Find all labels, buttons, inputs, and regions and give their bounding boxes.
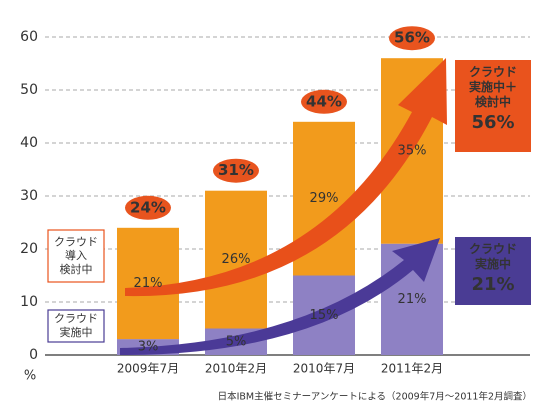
y-unit: % <box>24 369 36 384</box>
bar-segment <box>117 227 179 340</box>
purple-arrow <box>120 238 440 356</box>
x-tick-label: 2009年7月 <box>117 362 179 376</box>
x-tick-label: 2011年2月 <box>381 362 443 376</box>
legend-box <box>47 309 105 343</box>
value-label: 15% <box>310 308 339 323</box>
total-badge <box>213 158 259 183</box>
annotation-value: 21% <box>471 274 514 295</box>
total-label: 56% <box>394 29 430 47</box>
annotation-value: 56% <box>471 112 514 133</box>
annotation-box <box>455 237 531 305</box>
x-tick-label: 2010年2月 <box>205 362 267 376</box>
arrows <box>120 58 447 356</box>
value-label: 21% <box>398 292 427 307</box>
total-badge <box>389 26 435 51</box>
value-label: 26% <box>222 252 251 267</box>
y-tick-label: 0 <box>29 347 38 363</box>
bars <box>117 58 443 355</box>
total-badge <box>301 89 347 114</box>
value-label: 35% <box>398 143 427 158</box>
y-tick-label: 10 <box>20 294 38 310</box>
y-tick-label: 40 <box>20 135 38 151</box>
legend-label: クラウド導入検討中 <box>54 235 98 276</box>
value-label: 5% <box>226 334 247 349</box>
legend-box <box>47 229 105 283</box>
annotation-box <box>455 60 531 152</box>
y-tick-label: 50 <box>20 82 38 98</box>
annotation-text: クラウド実施中＋検討中 <box>469 65 517 109</box>
y-tick-label: 30 <box>20 188 38 204</box>
value-label: 3% <box>138 340 159 355</box>
x-tick-label: 2010年7月 <box>293 362 355 376</box>
total-label: 24% <box>130 198 166 216</box>
value-label: 21% <box>134 276 163 291</box>
source: 日本IBM主催セミナーアンケートによる（2009年7月～2011年2月調査） <box>218 391 532 403</box>
y-tick-label: 20 <box>20 241 38 257</box>
y-tick-label: 60 <box>20 29 38 45</box>
total-label: 31% <box>218 161 254 179</box>
total-badge <box>125 195 171 220</box>
labels: 3% 21% 24% 5% 26% 31% 15% 29% 44% 21% 35% 56% クラウド実施… <box>47 26 531 355</box>
total-label: 44% <box>306 92 342 110</box>
bar-segment <box>205 190 267 329</box>
value-label: 29% <box>310 191 339 206</box>
annotation-text: クラウド実施中 <box>469 242 517 271</box>
orange-arrow <box>125 58 447 297</box>
legend-label: クラウド実施中 <box>54 312 98 339</box>
